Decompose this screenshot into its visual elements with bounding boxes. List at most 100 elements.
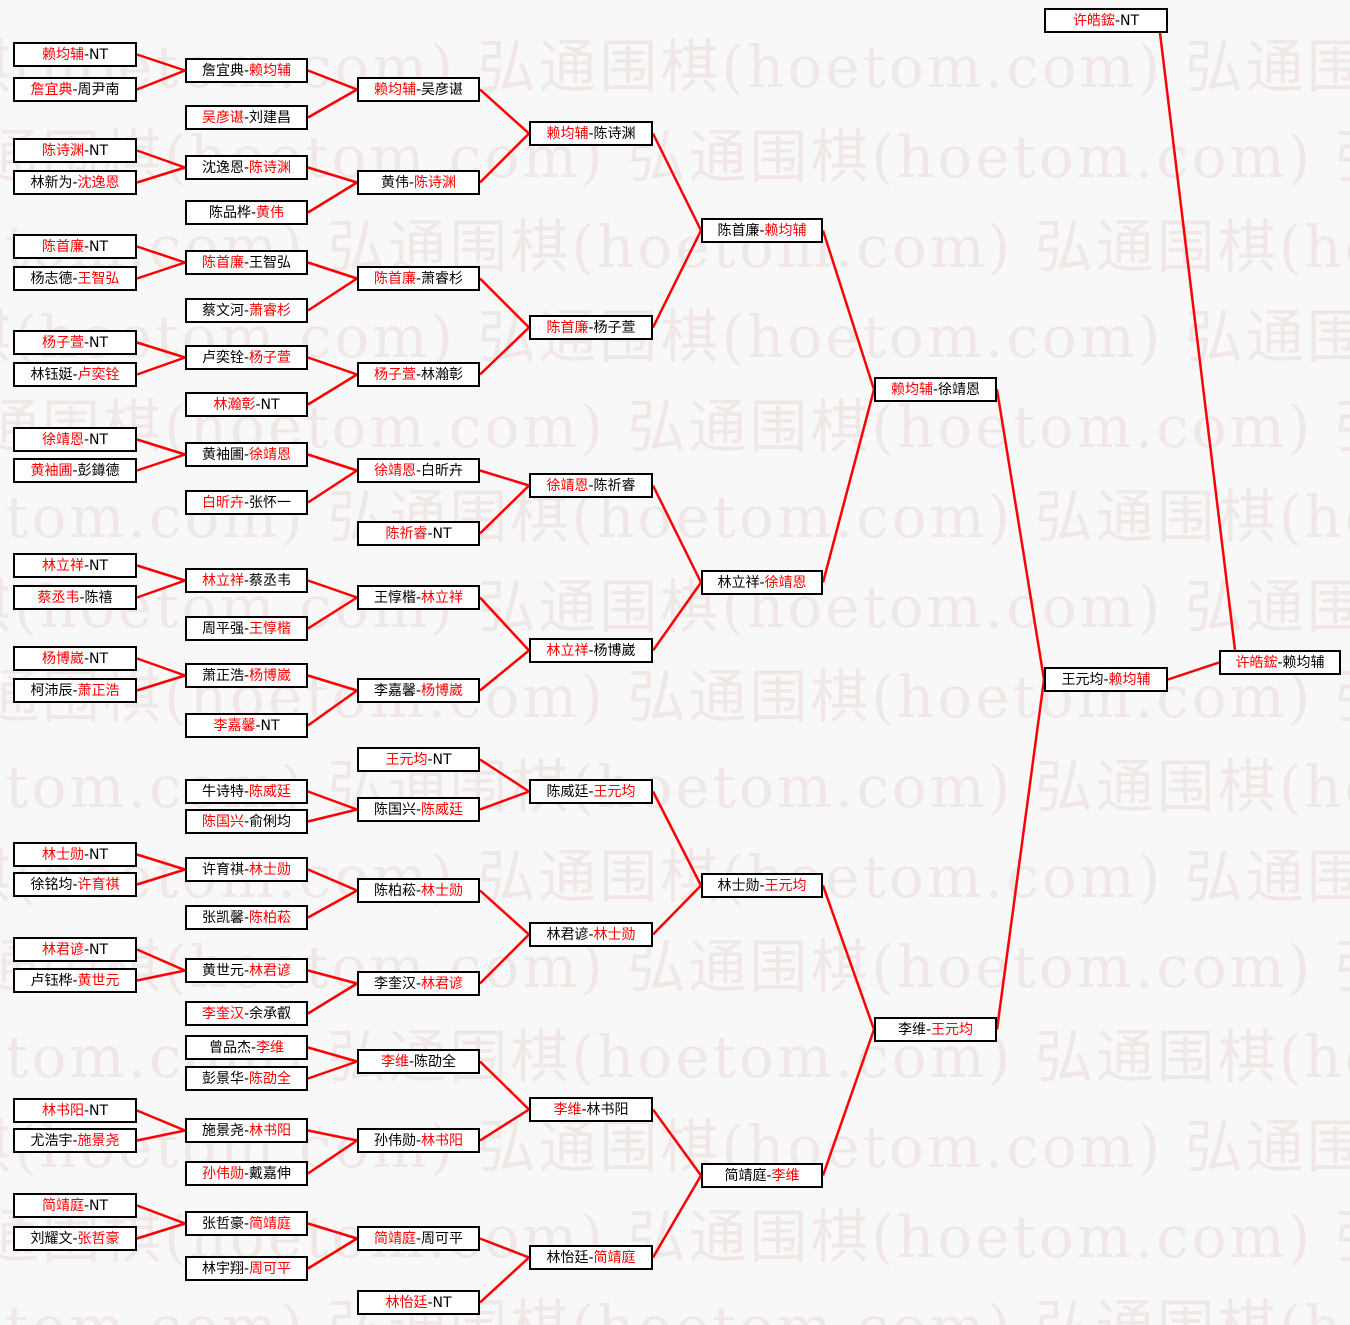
match-box: 蔡丞韦 - 陈禧 [13,585,137,610]
advance-line [136,453,186,472]
vs-dash: - [243,1122,250,1139]
vs-dash: - [415,682,422,699]
vs-dash: - [72,972,78,989]
match-box: 陈诗渊 - NT [13,138,137,163]
winner-name: 林书阳 [41,1102,84,1119]
winner-name: 陈首廉 [201,254,244,271]
advance-line [307,1222,358,1240]
match-box: 詹宜典 - 周尹南 [13,77,137,102]
advance-line [479,790,530,811]
match-box: 简靖庭 - 周可平 [357,1226,480,1251]
advance-line [652,884,702,936]
advance-line [307,982,358,1015]
advance-line [479,1237,530,1259]
loser-name: 林书阳 [586,1101,629,1118]
match-box: 张哲豪 - 简靖庭 [185,1211,308,1236]
winner-name: 杨博崴 [41,650,84,667]
winner-name: 许皓鋐 [1072,12,1115,29]
loser-name: 卢钰桦 [30,972,73,989]
vs-dash: - [83,941,90,958]
winner-name: 沈逸恩 [77,174,120,191]
loser-name: 黄袖圃 [201,446,244,463]
advance-line [651,1108,703,1177]
match-box: 林钰娗 - 卢奕铨 [13,362,137,387]
vs-dash: - [415,589,422,606]
advance-line [307,1060,358,1080]
winner-name: 詹宜典 [30,81,73,98]
loser-name: 林新为 [30,174,73,191]
advance-line [136,245,186,264]
vs-dash: - [415,801,422,818]
advance-line [1158,32,1237,651]
vs-dash: - [759,877,765,894]
match-box: 牛诗特 - 陈威廷 [185,779,308,804]
advance-line [479,1108,530,1142]
winner-name: 林士勋 [593,926,636,943]
loser-name: 简靖庭 [724,1167,767,1184]
loser-name: 黄世元 [201,962,244,979]
match-box: 林立祥 - 杨博崴 [529,638,653,663]
advance-line [307,356,358,376]
vs-dash: - [83,238,90,255]
match-box: 林君谚 - 林士勋 [529,922,653,947]
match-box: 林立祥 - 蔡丞韦 [185,568,308,593]
vs-dash: - [243,861,250,878]
advance-line [136,579,186,599]
winner-name: 黄世元 [77,972,120,989]
advance-line [479,758,530,793]
loser-name: 林怡廷 [546,1249,589,1266]
loser-name: 彭景华 [201,1070,244,1087]
vs-dash: - [243,572,250,589]
match-box: 许皓鋐 - 赖均辅 [1219,650,1341,675]
vs-dash: - [581,1101,587,1118]
winner-name: 杨博崴 [249,667,292,684]
loser-name: 刘耀文 [30,1230,73,1247]
winner-name: 萧正浩 [77,682,120,699]
advance-line [136,868,186,886]
vs-dash: - [415,975,422,992]
match-box: 林立祥 - NT [13,553,137,578]
winner-name: 黄伟 [256,204,285,221]
vs-dash: - [72,682,78,699]
loser-name: 蔡文河 [201,302,244,319]
match-box: 徐靖恩 - NT [13,427,137,452]
advance-line [136,1204,186,1225]
loser-name: 陈诗渊 [593,125,636,142]
advance-line [821,389,876,583]
advance-line [479,132,530,184]
advance-line [307,261,358,280]
vs-dash: - [83,46,90,63]
advance-line [651,790,703,887]
loser-name: 柯沛辰 [30,682,73,699]
advance-line [821,230,876,390]
winner-name: 李维 [256,1039,285,1056]
advance-line [307,277,358,312]
loser-name: 吴彦谌 [421,81,464,98]
loser-name: 林君谚 [546,926,589,943]
vs-dash: - [588,125,594,142]
advance-line [136,438,186,456]
vs-dash: - [243,783,250,800]
match-box: 林士勋 - 王元均 [701,873,823,898]
loser-name: NT [89,1102,109,1119]
advance-line [136,149,186,169]
vs-dash: - [72,366,78,383]
loser-name: 张哲豪 [201,1215,244,1232]
match-box: 赖均辅 - NT [13,42,137,67]
match-box: 蔡文河 - 萧睿杉 [185,298,308,323]
vs-dash: - [83,557,90,574]
match-box: 李奎汉 - 林君谚 [357,971,480,996]
loser-name: 陈威廷 [546,783,589,800]
loser-name: 白昕卉 [421,462,464,479]
winner-name: 王元均 [931,1021,974,1038]
loser-name: 俞俐均 [249,813,292,830]
winner-name: 王元均 [593,783,636,800]
vs-dash: - [415,462,422,479]
match-box: 王元均 - NT [357,747,480,772]
vs-dash: - [588,783,594,800]
advance-line [307,579,358,599]
loser-name: 戴嘉伸 [249,1165,292,1182]
loser-name: NT [89,334,109,351]
match-box: 徐铭均 - 许育祺 [13,872,137,897]
